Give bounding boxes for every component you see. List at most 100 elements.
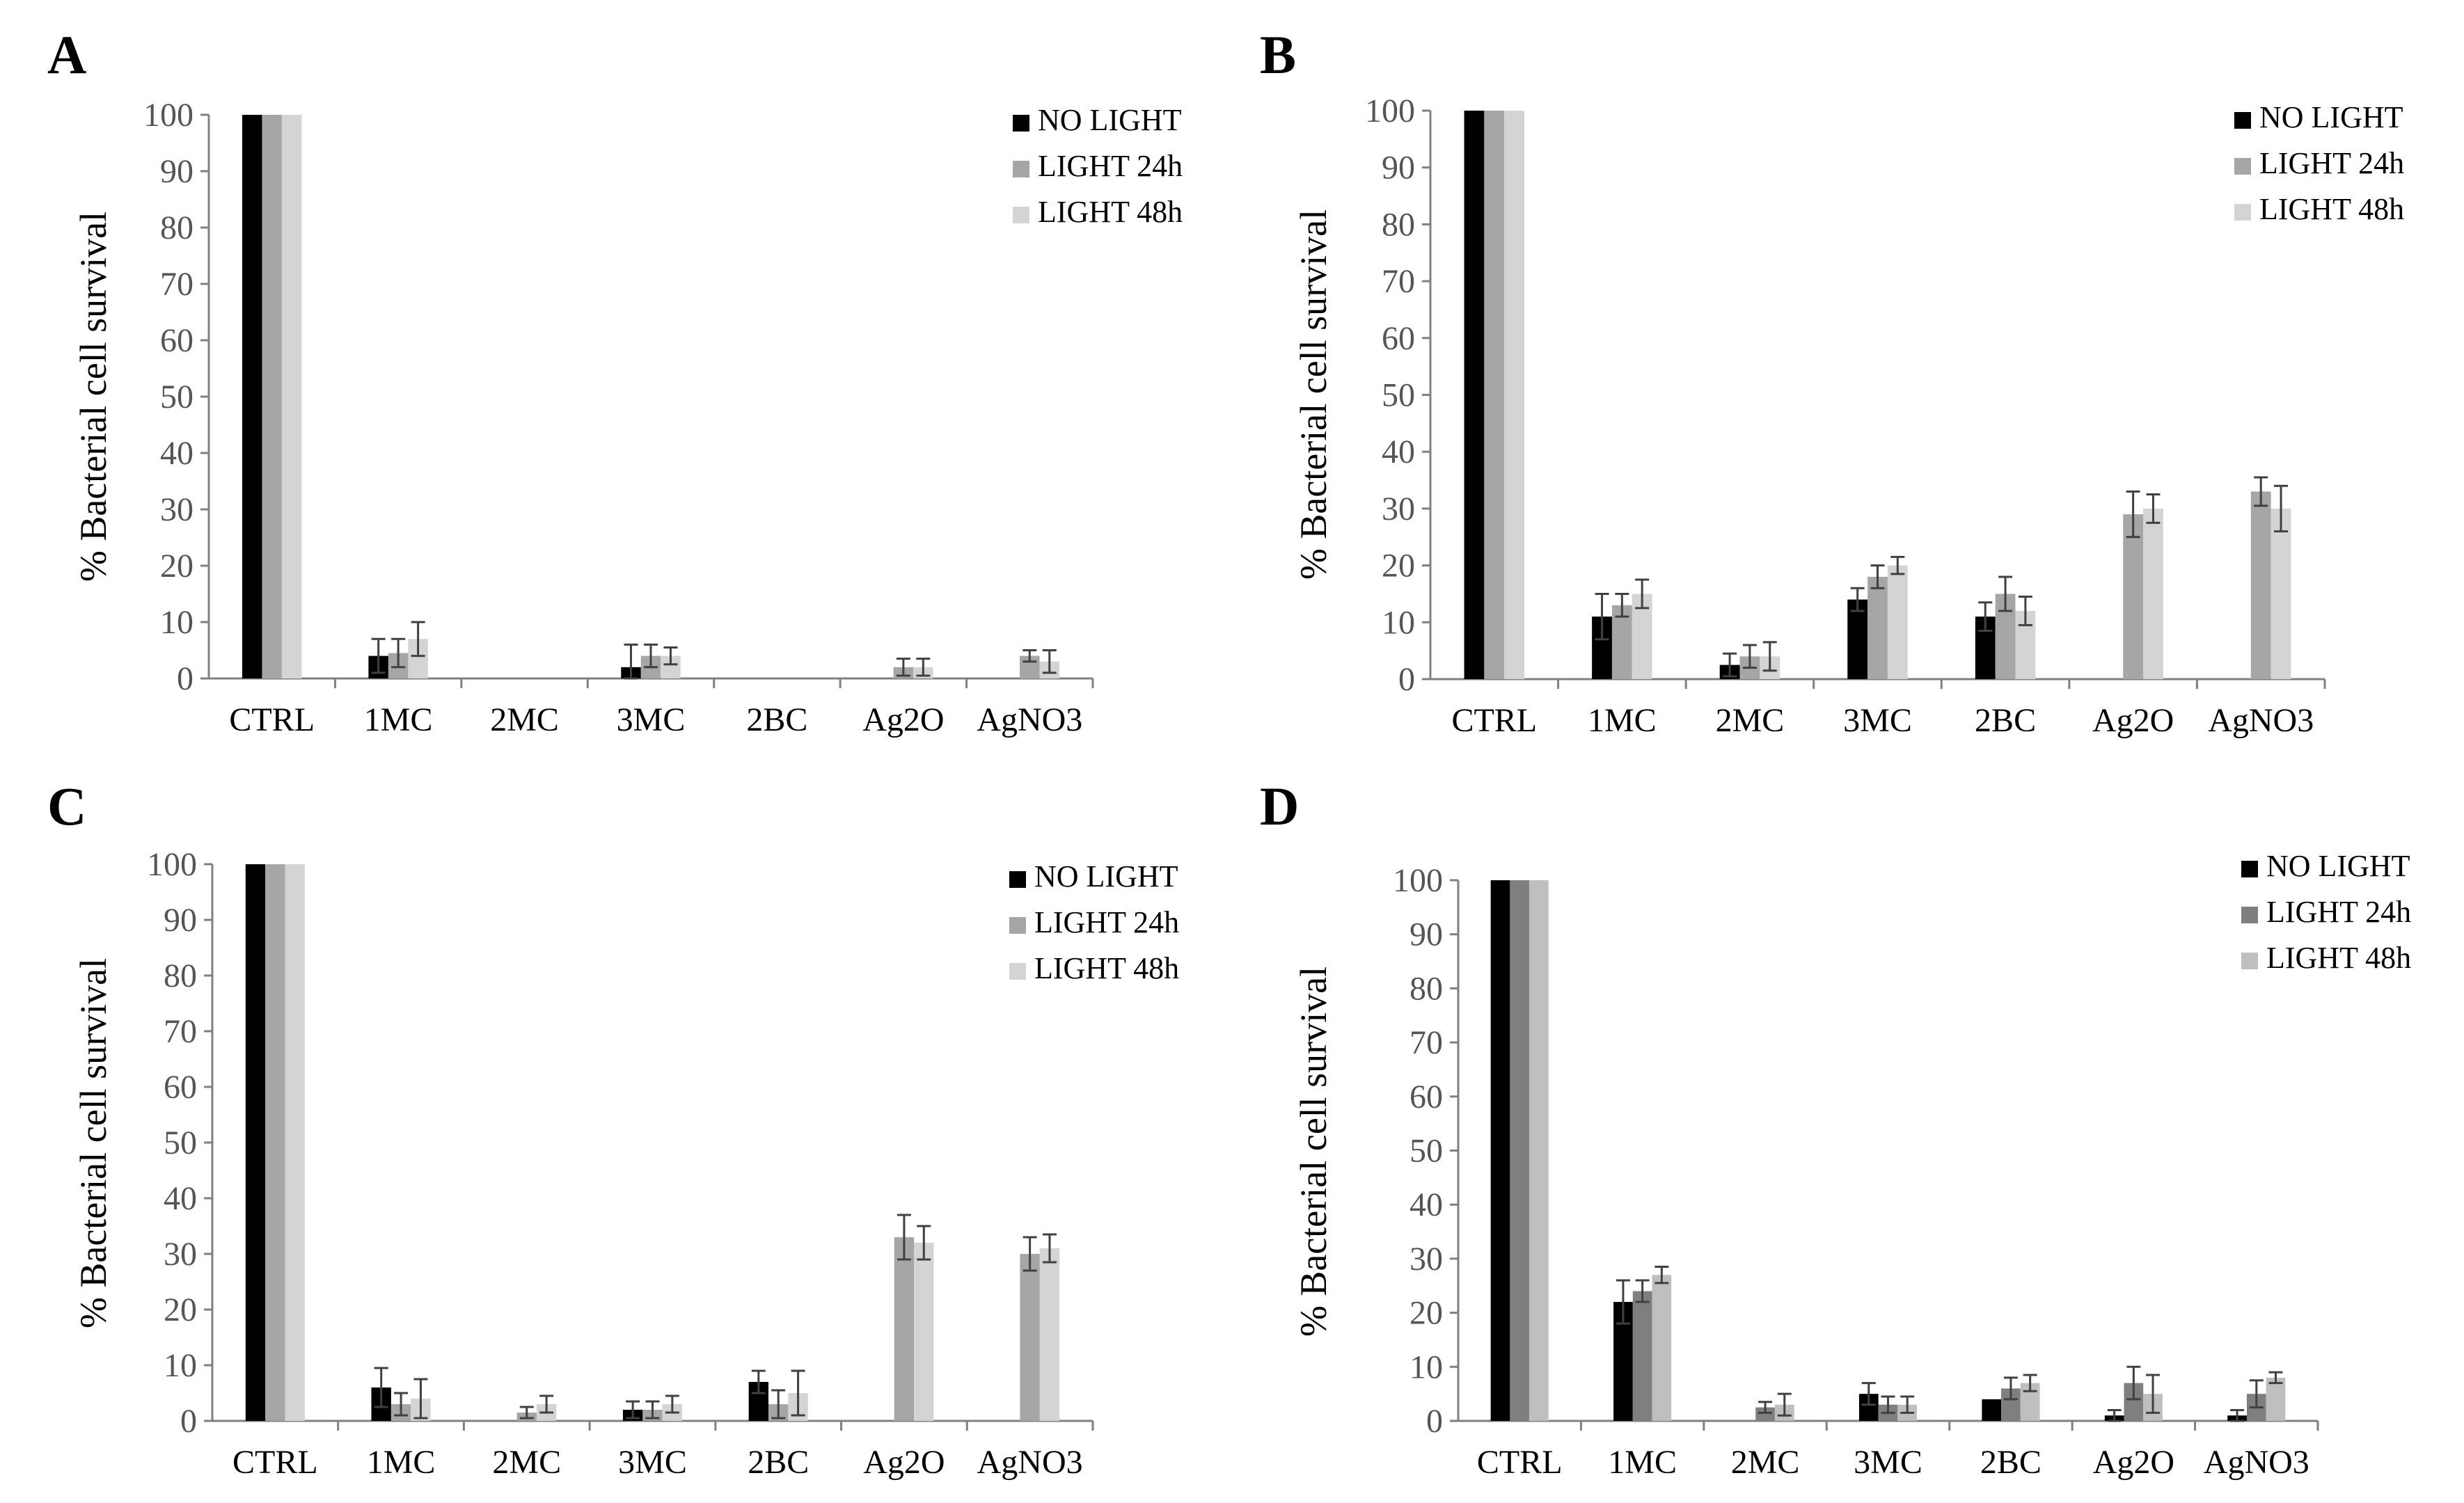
chart-panel-c: C 0 10 20 30 40 50 60 70 80 90 100 % Bacterial cell …: [47, 776, 1179, 1481]
x-tick-label: 2MC: [1731, 1444, 1800, 1481]
y-tick-label: 40: [1382, 434, 1415, 470]
x-tick-label: CTRL: [1477, 1444, 1563, 1481]
legend-label: LIGHT 24h: [2259, 146, 2404, 180]
legend-swatch: [2241, 907, 2258, 923]
legend-label: NO LIGHT: [2259, 100, 2403, 134]
y-tick-label: 50: [1382, 377, 1415, 414]
y-tick-label: 10: [1382, 604, 1415, 641]
y-tick-label: 30: [160, 491, 194, 528]
y-tick-label: 100: [1393, 862, 1443, 899]
y-tick-label: 80: [160, 209, 194, 246]
x-tick-label: 3MC: [617, 701, 686, 738]
legend-label: NO LIGHT: [1034, 859, 1178, 893]
y-tick-label: 30: [1409, 1241, 1443, 1278]
legend-swatch: [2241, 861, 2258, 877]
bar: [285, 864, 305, 1421]
y-tick-label: 50: [160, 379, 194, 415]
legend-swatch: [1013, 115, 1029, 132]
y-tick-label: 60: [1409, 1079, 1443, 1115]
legend-swatch: [1009, 963, 1026, 980]
y-axis-label: % Bacterial cell survival: [1293, 967, 1334, 1337]
x-tick-label: CTRL: [1451, 702, 1537, 739]
chart-panel-a: A 0 10 20 30 40 50 60 70 80 90 100 % Bacterial cell …: [47, 24, 1183, 738]
y-tick-label: 80: [1382, 206, 1415, 243]
y-tick-label: 90: [164, 902, 197, 939]
y-tick-label: 60: [160, 322, 194, 359]
x-tick-label: 2MC: [1716, 702, 1785, 739]
y-tick-label: 30: [1382, 491, 1415, 527]
y-tick-label: 40: [160, 435, 194, 472]
y-tick-label: 100: [143, 97, 194, 134]
y-tick-label: 40: [164, 1180, 197, 1217]
bar: [1484, 111, 1505, 679]
legend-label: LIGHT 48h: [2266, 941, 2411, 975]
bar: [2266, 1377, 2286, 1421]
bar: [2270, 508, 2291, 679]
y-tick-label: 10: [160, 604, 194, 641]
x-tick-label: 2MC: [490, 701, 559, 738]
panel-letter: A: [47, 24, 86, 85]
y-tick-label: 30: [164, 1236, 197, 1273]
y-tick-label: 0: [1398, 661, 1415, 698]
bar: [262, 115, 282, 678]
y-tick-label: 80: [1409, 970, 1443, 1007]
bar: [245, 864, 266, 1421]
x-tick-label: 1MC: [1588, 702, 1657, 739]
chart-panel-b: B 0 10 20 30 40 50 60 70 80 90 100 % Bacterial cell …: [1260, 24, 2404, 739]
x-tick-label: Ag2O: [2093, 1444, 2174, 1481]
y-tick-label: 10: [164, 1347, 197, 1384]
x-tick-label: AgNO3: [2204, 1444, 2309, 1481]
panel-letter: C: [47, 776, 86, 836]
y-tick-label: 60: [1382, 320, 1415, 357]
legend-label: LIGHT 24h: [1038, 149, 1183, 183]
legend-label: LIGHT 24h: [2266, 895, 2411, 929]
y-tick-label: 10: [1409, 1349, 1443, 1385]
bar: [1464, 111, 1485, 679]
x-tick-label: 3MC: [1854, 1444, 1922, 1481]
x-tick-label: Ag2O: [2092, 702, 2174, 739]
bar: [914, 1243, 934, 1421]
y-tick-label: 40: [1409, 1186, 1443, 1223]
panel-letter: D: [1260, 776, 1299, 836]
bar: [1652, 1275, 1672, 1421]
bar: [2123, 514, 2144, 679]
x-tick-label: 2BC: [746, 701, 807, 738]
x-tick-label: CTRL: [232, 1444, 318, 1481]
y-tick-label: 20: [160, 548, 194, 584]
x-tick-label: Ag2O: [862, 701, 944, 738]
bar: [242, 115, 262, 678]
x-tick-label: 2MC: [492, 1444, 561, 1481]
bar: [1510, 880, 1530, 1421]
x-tick-label: 3MC: [1843, 702, 1912, 739]
x-tick-label: 2BC: [1975, 702, 2036, 739]
bar: [265, 864, 285, 1421]
bar: [1490, 880, 1510, 1421]
x-tick-label: 1MC: [367, 1444, 436, 1481]
y-tick-label: 70: [164, 1013, 197, 1050]
chart-panel-d: D 0 10 20 30 40 50 60 70 80 90 100 % Bacterial cell …: [1260, 776, 2411, 1481]
bar: [2250, 491, 2271, 679]
bar: [281, 115, 302, 678]
x-tick-label: 3MC: [618, 1444, 687, 1481]
y-tick-label: 60: [164, 1069, 197, 1106]
legend-label: LIGHT 48h: [2259, 192, 2404, 226]
y-tick-label: 90: [1409, 916, 1443, 953]
bar: [1020, 1254, 1040, 1421]
y-tick-label: 70: [1409, 1024, 1443, 1061]
bar: [1504, 111, 1525, 679]
x-tick-label: 2BC: [1980, 1444, 2042, 1481]
x-tick-label: 1MC: [1608, 1444, 1677, 1481]
legend-label: LIGHT 24h: [1034, 905, 1179, 939]
y-tick-label: 20: [164, 1291, 197, 1328]
bar: [1867, 576, 1888, 679]
bar: [1755, 1407, 1775, 1421]
bar: [1632, 1291, 1652, 1421]
y-tick-label: 90: [160, 153, 194, 190]
y-tick-label: 70: [160, 266, 194, 303]
bar: [1039, 1248, 1060, 1421]
bar: [1982, 1399, 2002, 1421]
legend-swatch: [1009, 871, 1026, 888]
legend-swatch: [2234, 158, 2251, 175]
y-tick-label: 70: [1382, 263, 1415, 300]
